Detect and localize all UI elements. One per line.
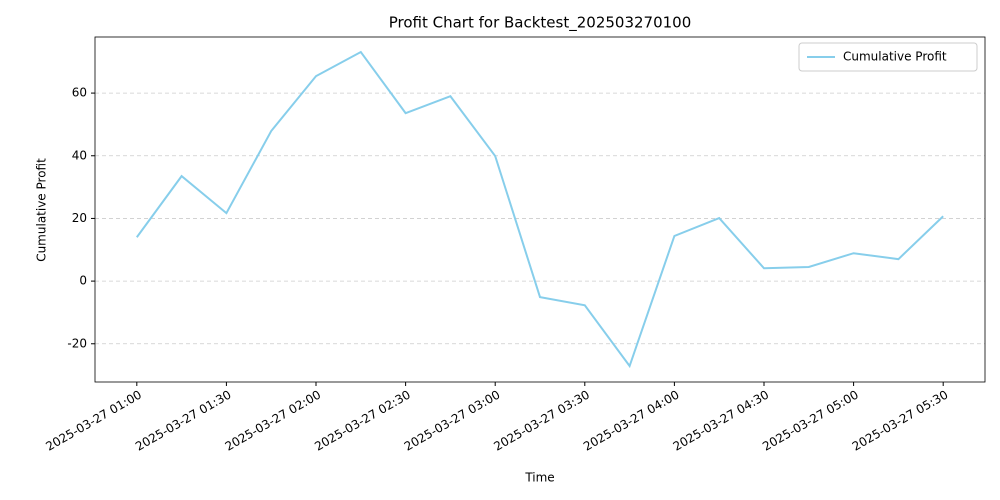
y-axis-label: Cumulative Profit <box>35 158 49 262</box>
line <box>136 50 944 369</box>
plot-frame <box>94 36 986 383</box>
x-axis-label: Time <box>524 471 554 485</box>
y-tick-label: 40 <box>72 148 87 162</box>
y-tick-label: 60 <box>72 86 87 100</box>
y-tick-label: 20 <box>72 211 87 225</box>
y-tick-label: -20 <box>67 336 87 350</box>
y-tick-label: 0 <box>79 274 87 288</box>
legend-label: Cumulative Profit <box>843 50 947 64</box>
legend-box <box>798 42 978 72</box>
chart-title: Profit Chart for Backtest_202503270100 <box>389 14 692 33</box>
